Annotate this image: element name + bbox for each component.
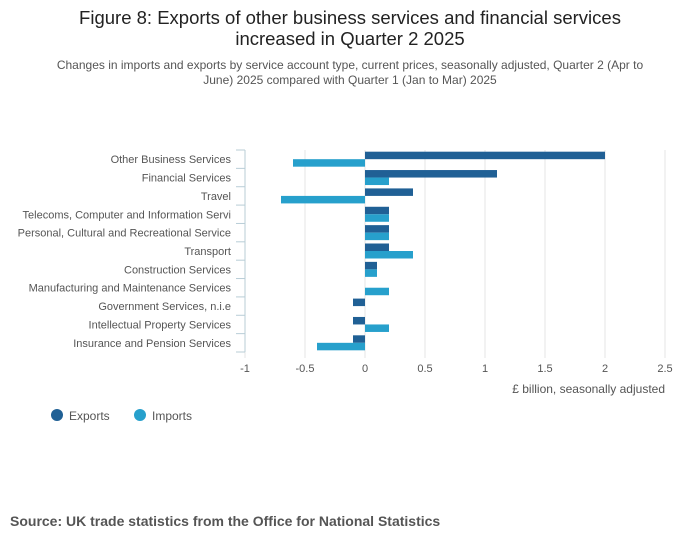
y-tick-label: Government Services, n.i.e [98, 301, 231, 313]
chart-subtitle-line-2: June) 2025 compared with Quarter 1 (Jan … [203, 72, 497, 87]
imports-bar [365, 287, 389, 296]
exports-bar [365, 151, 605, 160]
y-tick-label: Insurance and Pension Services [73, 338, 231, 350]
imports-bar [365, 232, 389, 241]
chart-subtitle-line-1: Changes in imports and exports by servic… [56, 58, 644, 72]
legend-exports-swatch [51, 409, 63, 421]
y-tick-label: Manufacturing and Maintenance Services [29, 283, 232, 295]
imports-bar [281, 195, 365, 204]
imports-bar [365, 177, 389, 186]
y-tick-label: Personal, Cultural and Recreational Serv… [18, 228, 231, 240]
exports-bar [353, 316, 365, 325]
exports-bar [365, 206, 389, 215]
imports-bar [365, 251, 413, 259]
x-tick-label: 1.5 [537, 363, 552, 375]
chart-title-line-1: Figure 8: Exports of other business serv… [79, 7, 621, 28]
imports-bar [365, 269, 377, 277]
exports-bar [365, 188, 413, 196]
y-tick-label: Construction Services [124, 264, 231, 276]
x-tick-label: 0 [362, 363, 368, 375]
x-tick-label: 2 [602, 363, 608, 375]
exports-bar [365, 225, 389, 233]
y-tick-label: Intellectual Property Services [89, 319, 232, 331]
y-tick-label: Other Business Services [111, 154, 232, 166]
imports-bar [365, 324, 389, 332]
x-tick-label: -0.5 [296, 363, 315, 375]
chart-title: Figure 8: Exports of other business serv… [20, 7, 680, 49]
x-tick-label: 2.5 [657, 363, 672, 375]
y-tick-label: Travel [201, 191, 231, 203]
exports-bar [353, 335, 365, 343]
exports-bar [365, 261, 377, 270]
imports-bar [293, 159, 365, 167]
chart-title-line-2: increased in Quarter 2 2025 [235, 28, 465, 49]
imports-bar [317, 342, 365, 351]
imports-bar [365, 214, 389, 222]
legend-imports-label: Imports [152, 409, 192, 423]
exports-bar [353, 298, 365, 307]
exports-bar [365, 170, 497, 178]
y-tick-label: Financial Services [142, 173, 232, 185]
x-tick-label: -1 [240, 363, 250, 375]
y-tick-label: Telecoms, Computer and Information Servi [23, 209, 231, 221]
legend-imports-swatch [134, 409, 146, 421]
legend-exports-label: Exports [69, 409, 110, 423]
chart-subtitle: Changes in imports and exports by servic… [30, 58, 670, 87]
x-tick-label: 0.5 [417, 363, 432, 375]
x-axis-label: £ billion, seasonally adjusted [512, 382, 665, 396]
exports-bar [365, 243, 389, 251]
y-tick-label: Transport [184, 246, 231, 258]
x-tick-label: 1 [482, 363, 488, 375]
source-note: Source: UK trade statistics from the Off… [10, 513, 441, 529]
